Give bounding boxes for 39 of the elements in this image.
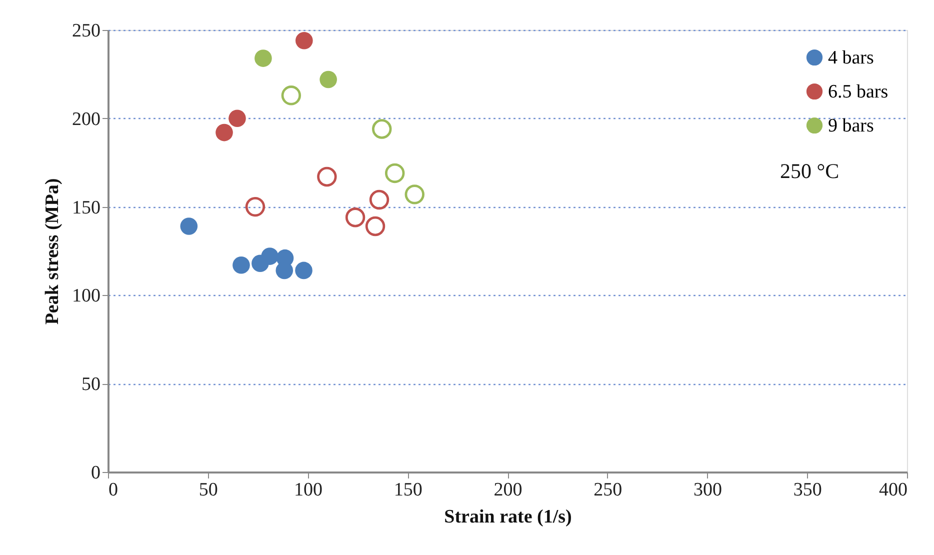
y-tick-label: 200: [72, 108, 100, 130]
point: [320, 70, 337, 88]
y-tick-label: 50: [82, 374, 100, 396]
point: [369, 190, 390, 210]
point: [384, 163, 405, 184]
y-tick-label: 100: [72, 286, 100, 307]
point: [295, 262, 312, 280]
point: [254, 50, 272, 67]
y-tick-label: 250: [72, 20, 100, 42]
annotation: 250 °C: [780, 159, 840, 183]
point: [281, 86, 302, 106]
point: [180, 218, 198, 235]
point: [317, 166, 337, 187]
x-tick-label: 350: [793, 480, 822, 500]
legend-label: 6.5 bars: [828, 82, 888, 102]
point: [295, 32, 313, 50]
x-tick-label: 200: [494, 480, 522, 500]
x-tick-label: 250: [594, 480, 622, 500]
y-axis-title: Peak stress (MPa): [42, 178, 63, 325]
x-tick-label: 150: [394, 480, 422, 500]
y-tick-label: 150: [72, 197, 100, 218]
point: [216, 124, 233, 142]
point: [245, 196, 266, 217]
legend-label: 9 bars: [828, 116, 874, 136]
legend-label: 4 bars: [828, 48, 874, 68]
x-tick-label: 50: [198, 480, 218, 500]
y-tick-label: 0: [91, 462, 100, 484]
x-tick-label: 300: [694, 480, 722, 500]
point: [345, 208, 366, 228]
point: [232, 256, 250, 274]
x-tick-label: 100: [294, 480, 322, 500]
point: [261, 248, 278, 265]
point: [404, 184, 424, 204]
x-tick-label: 0: [108, 480, 118, 500]
point: [365, 216, 386, 236]
x-axis-title: Strain rate (1/s): [444, 506, 572, 528]
point: [228, 110, 246, 128]
x-tick-label: 400: [879, 480, 908, 500]
point: [372, 119, 392, 139]
